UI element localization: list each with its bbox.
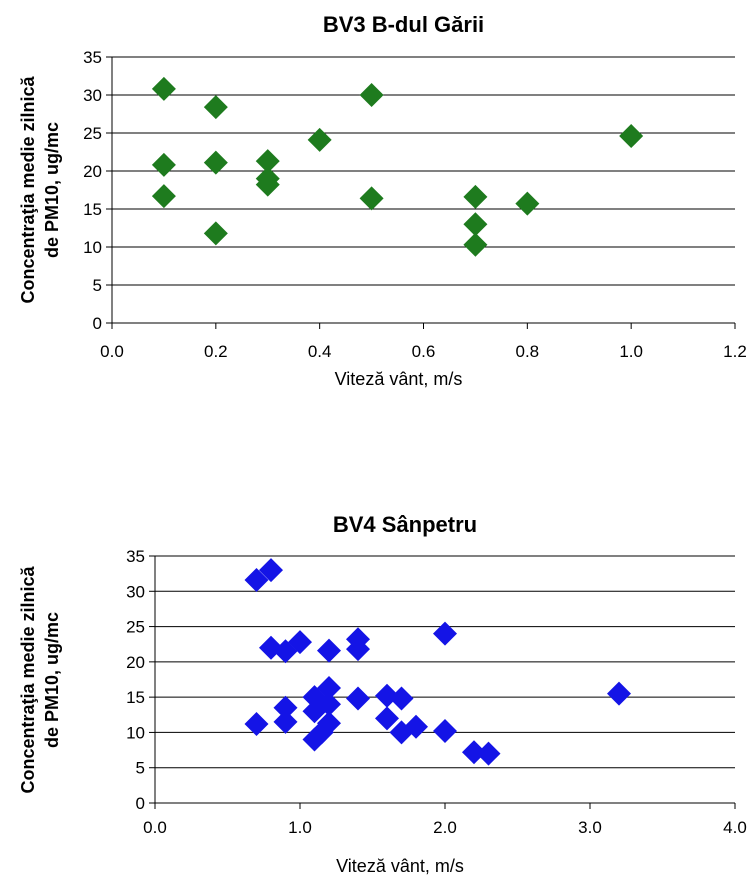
y-tick-label: 15 — [83, 200, 102, 219]
data-point-marker — [515, 191, 540, 216]
y-axis-label-line2: de PM10, ug/mc — [42, 122, 62, 258]
chart-bv4: BV4 Sânpetru 0 5 10 15 20 25 30 35 0.0 1.0 2.0 3.0 4.… — [18, 512, 747, 876]
y-axis-label-line1: Concentraţia medie zilnică — [18, 565, 38, 793]
data-point-marker — [359, 186, 384, 211]
y-tick-label: 30 — [83, 86, 102, 105]
x-tick-label: 0.2 — [204, 342, 228, 361]
data-point-marker — [203, 95, 228, 120]
data-point-marker — [607, 681, 631, 706]
x-tick-label: 0.8 — [516, 342, 540, 361]
x-tick-label: 2.0 — [433, 818, 457, 837]
y-tick-label: 35 — [83, 48, 102, 67]
data-point-marker — [203, 150, 228, 175]
data-point-marker — [463, 232, 488, 257]
data-point-marker — [255, 149, 280, 174]
data-point-marker — [462, 740, 486, 765]
data-point-marker — [463, 184, 488, 209]
data-point-marker — [476, 741, 501, 766]
y-tick-label: 0 — [136, 794, 145, 813]
y-tick-label: 30 — [126, 582, 145, 601]
x-tick-label: 0.0 — [100, 342, 124, 361]
data-point-marker — [273, 695, 298, 720]
y-axis-label-line2: de PM10, ug/mc — [42, 612, 62, 748]
x-tick-label: 1.0 — [619, 342, 643, 361]
chart-bv3: BV3 B-dul Gării 0 5 10 15 20 25 30 35 0.0 0.2 0.4 0.… — [18, 12, 747, 389]
y-tick-label: 5 — [93, 276, 102, 295]
chart-title: BV4 Sânpetru — [333, 512, 477, 537]
data-point-marker — [375, 706, 399, 731]
data-point-marker — [317, 638, 341, 663]
data-point-marker — [346, 637, 370, 662]
data-point-marker — [255, 172, 280, 197]
x-tick-label: 1.0 — [288, 818, 312, 837]
x-tick-label: 0.6 — [412, 342, 436, 361]
data-point-marker — [288, 630, 312, 655]
x-axis-label: Viteză vânt, m/s — [336, 856, 464, 876]
data-point-marker — [309, 720, 334, 745]
y-axis-label-line1: Concentraţia medie zilnică — [18, 75, 38, 303]
data-point-marker — [346, 686, 370, 711]
y-tick-label: 20 — [83, 162, 102, 181]
data-point-marker — [463, 212, 488, 237]
data-point-marker — [273, 709, 298, 734]
data-point-marker — [151, 184, 176, 209]
y-tick-label: 0 — [93, 314, 102, 333]
y-tick-label: 5 — [136, 759, 145, 778]
data-point-marker — [433, 621, 457, 646]
data-point-marker — [359, 83, 384, 107]
y-tick-label: 15 — [126, 688, 145, 707]
y-tick-label: 35 — [126, 547, 145, 566]
y-tick-label: 10 — [83, 238, 102, 257]
x-axis-label: Viteză vânt, m/s — [335, 369, 463, 389]
data-point-marker — [317, 692, 341, 717]
data-point-marker — [259, 558, 283, 583]
data-point-marker — [244, 711, 269, 736]
x-tick-label: 0.4 — [308, 342, 332, 361]
x-tick-label: 4.0 — [723, 818, 747, 837]
data-point-marker — [433, 719, 457, 744]
data-point-marker — [244, 567, 269, 592]
data-point-marker — [151, 152, 176, 177]
y-tick-label: 25 — [126, 618, 145, 637]
data-point-marker — [317, 675, 341, 700]
data-point-marker — [389, 686, 414, 711]
data-point-marker — [619, 124, 644, 149]
chart-title: BV3 B-dul Gării — [323, 12, 484, 37]
x-tick-label: 0.0 — [143, 818, 167, 837]
x-tick-label: 3.0 — [578, 818, 602, 837]
x-tick-label: 1.2 — [723, 342, 747, 361]
data-point-marker — [203, 221, 228, 246]
y-tick-label: 20 — [126, 653, 145, 672]
data-point-marker — [307, 127, 332, 152]
y-tick-label: 10 — [126, 723, 145, 742]
y-tick-label: 25 — [83, 124, 102, 143]
data-point-marker — [151, 76, 176, 101]
data-point-marker — [404, 714, 428, 739]
